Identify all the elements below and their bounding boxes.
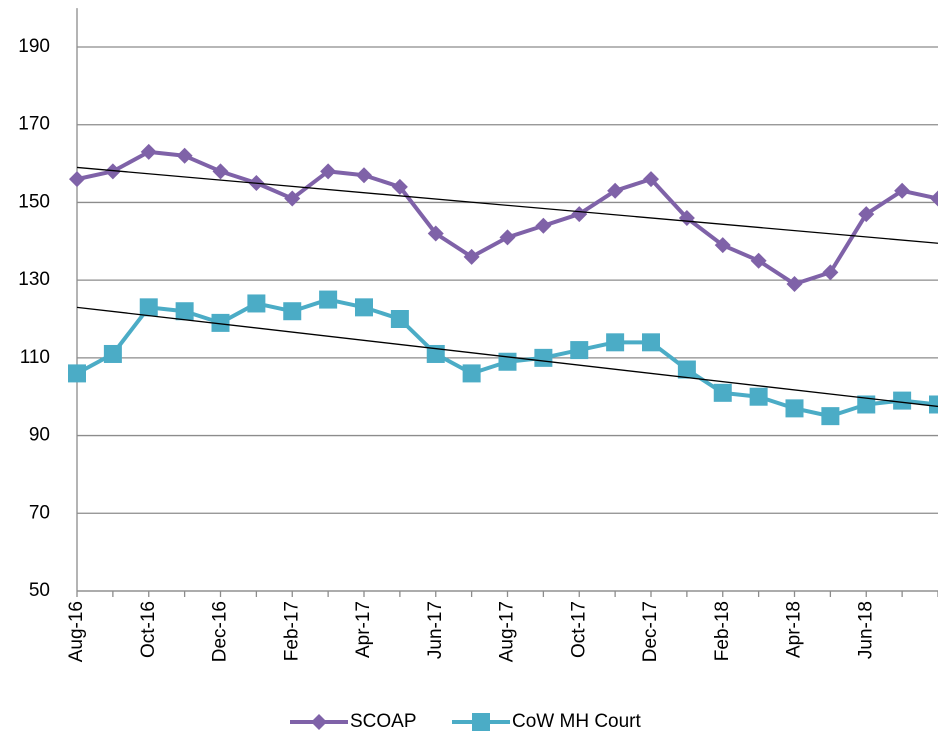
y-tick-label: 190 <box>18 36 50 57</box>
point <box>176 147 193 164</box>
point <box>785 399 804 418</box>
point <box>355 298 373 317</box>
point <box>390 310 409 328</box>
point <box>283 302 302 321</box>
point <box>462 364 481 383</box>
point <box>929 395 938 414</box>
point <box>750 252 767 269</box>
x-tick-label: Oct-16 <box>138 601 159 658</box>
point <box>498 352 517 371</box>
point <box>643 171 659 188</box>
point <box>499 229 516 246</box>
point <box>391 178 408 195</box>
legend-marker <box>472 713 490 731</box>
point <box>570 341 589 360</box>
point <box>139 298 158 317</box>
legend-marker <box>311 714 327 730</box>
x-tick-label: Apr-18 <box>784 601 805 658</box>
point <box>463 248 480 265</box>
point <box>606 333 625 352</box>
x-tick-label: Dec-17 <box>640 601 661 662</box>
x-tick-label: Feb-18 <box>712 601 733 661</box>
x-tick-label: Dec-16 <box>210 601 231 662</box>
point <box>104 163 121 180</box>
y-tick-label: 90 <box>29 425 50 446</box>
point <box>284 190 301 207</box>
trend-line <box>76 166 938 244</box>
trend-line <box>76 306 938 408</box>
x-tick-label: Apr-17 <box>353 601 374 658</box>
y-tick-label: 50 <box>29 580 50 601</box>
point <box>930 190 938 207</box>
point <box>677 360 696 379</box>
y-tick-label: 170 <box>18 114 50 135</box>
point <box>247 294 266 313</box>
point <box>749 387 768 406</box>
point <box>211 313 230 332</box>
point <box>535 217 552 234</box>
point <box>893 391 912 410</box>
x-tick-label: Jun-18 <box>855 601 876 659</box>
y-tick-label: 130 <box>18 269 50 290</box>
point <box>857 395 876 414</box>
point <box>69 171 85 188</box>
point <box>822 264 839 281</box>
point <box>607 182 624 199</box>
point <box>320 163 337 180</box>
x-tick-label: Aug-16 <box>66 601 87 662</box>
point <box>68 364 86 383</box>
point <box>212 163 229 180</box>
point <box>319 290 338 309</box>
point <box>356 167 372 184</box>
point <box>534 348 553 367</box>
y-tick-label: 150 <box>18 191 50 212</box>
point <box>427 225 444 242</box>
point <box>821 407 840 426</box>
x-tick-label: Jun-17 <box>425 601 446 659</box>
point <box>786 276 803 293</box>
x-tick-label: Oct-17 <box>568 601 589 658</box>
legend-label: CoW MH Court <box>512 711 642 732</box>
x-tick-label: Feb-17 <box>281 601 302 661</box>
series-line <box>76 149 938 287</box>
point <box>714 237 731 254</box>
point <box>103 344 122 363</box>
plot <box>68 143 938 426</box>
point <box>571 206 588 223</box>
point <box>140 143 157 160</box>
point <box>713 383 732 402</box>
legend-label: SCOAP <box>350 711 417 732</box>
point <box>858 206 875 223</box>
x-tick-label: Aug-17 <box>497 601 518 662</box>
point <box>894 182 911 199</box>
y-tick-label: 110 <box>20 347 50 368</box>
point <box>175 302 194 321</box>
point <box>642 333 660 352</box>
y-tick-label: 70 <box>29 502 50 523</box>
